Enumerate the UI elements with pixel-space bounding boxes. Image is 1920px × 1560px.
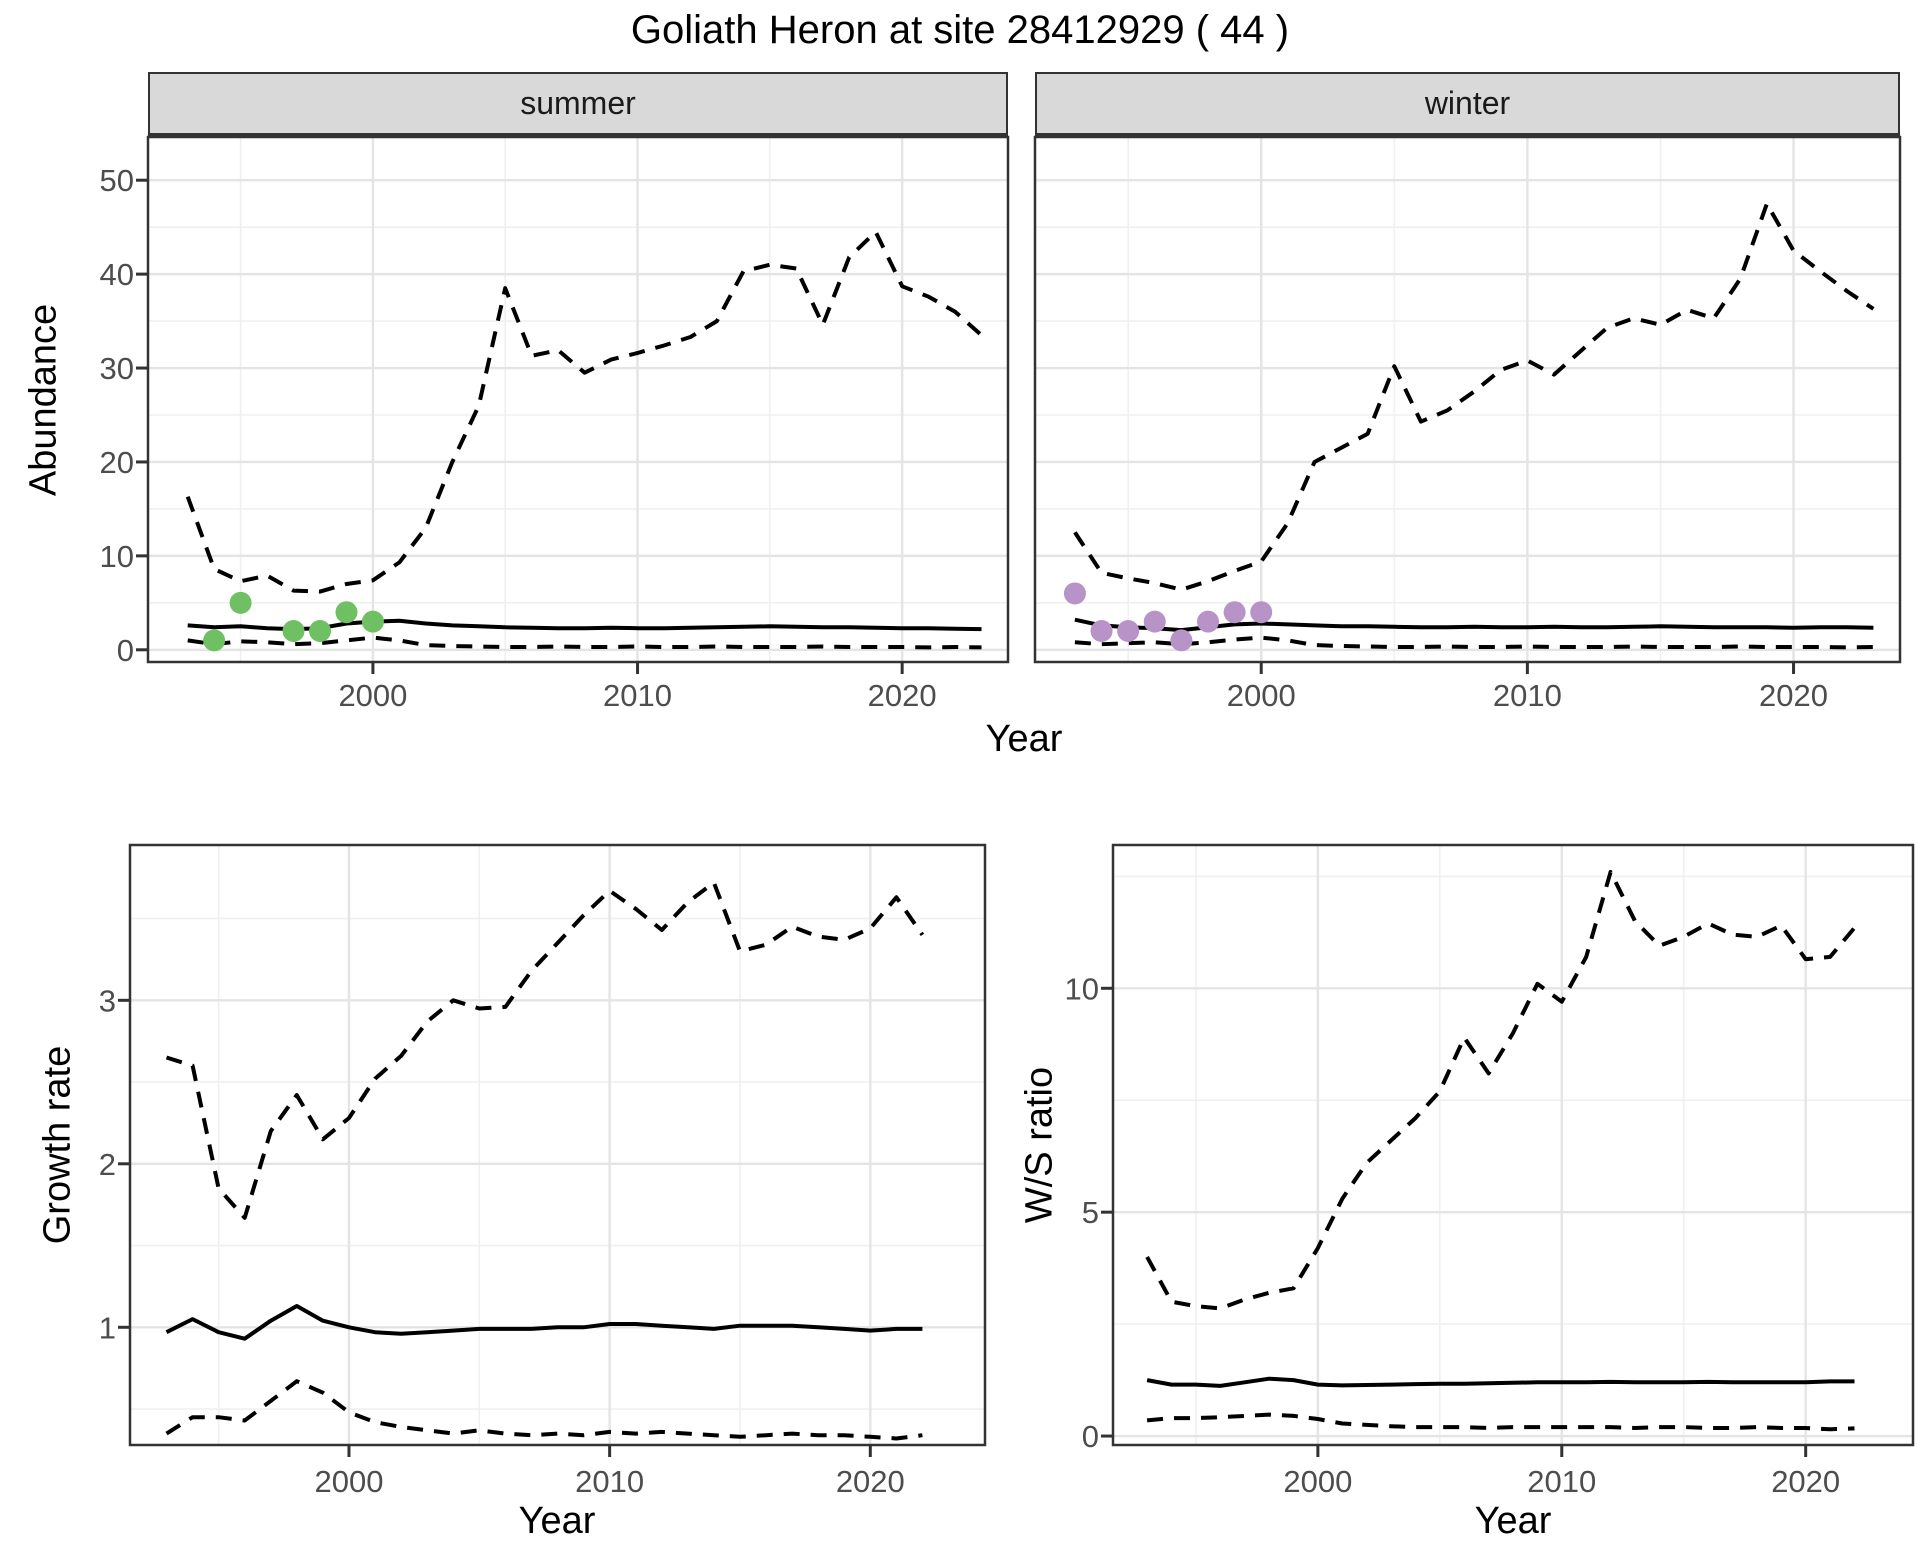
axis-tick-label: 2010 bbox=[603, 678, 672, 713]
panel-border bbox=[146, 135, 1010, 664]
y-axis-title-abundance: Abundance bbox=[22, 303, 65, 497]
panel-border bbox=[1033, 135, 1902, 664]
axis-tick-label: 0 bbox=[117, 633, 134, 668]
median-line bbox=[165, 1304, 923, 1341]
x-axis-title-year-growth: Year bbox=[518, 1500, 596, 1542]
axis-tick-label: 0 bbox=[1082, 1419, 1099, 1454]
upper-ci-line bbox=[1145, 869, 1857, 1311]
panel-border bbox=[1111, 843, 1915, 1447]
axis-tick-label: 2020 bbox=[868, 678, 937, 713]
observation-point bbox=[229, 591, 252, 614]
axis-tick-label: 2010 bbox=[1493, 678, 1562, 713]
observation-point bbox=[1250, 601, 1273, 624]
facet-strip-summer: summer bbox=[148, 72, 1008, 137]
axis-tick-label: 10 bbox=[100, 539, 134, 574]
axis-tick-label: 10 bbox=[1065, 971, 1099, 1006]
axis-tick-label: 30 bbox=[100, 351, 134, 386]
panel-background bbox=[148, 137, 1008, 662]
observation-point bbox=[1143, 610, 1166, 633]
upper-ci-line bbox=[165, 880, 925, 1220]
lower-ci-line bbox=[165, 1379, 923, 1441]
observation-point bbox=[1117, 620, 1140, 643]
axis-tick-label: 2020 bbox=[1759, 678, 1828, 713]
axis-tick-label: 3 bbox=[99, 983, 116, 1018]
lower-ci-line bbox=[1146, 1412, 1855, 1432]
upper-ci-line bbox=[185, 229, 983, 594]
axis-tick-label: 20 bbox=[100, 445, 134, 480]
plot-title: Goliath Heron at site 28412929 ( 44 ) bbox=[630, 8, 1290, 52]
axis-tick-label: 1 bbox=[99, 1310, 116, 1345]
facet-strip-winter: winter bbox=[1035, 72, 1900, 137]
observation-point bbox=[203, 629, 226, 652]
facet-strip-winter-label: winter bbox=[1424, 85, 1511, 121]
observation-point bbox=[1063, 582, 1086, 605]
observation-point bbox=[361, 610, 384, 633]
axis-tick-label: 2000 bbox=[338, 678, 407, 713]
axis-tick-label: 2020 bbox=[836, 1464, 905, 1499]
y-axis-title-ws-ratio: W/S ratio bbox=[1018, 1066, 1061, 1224]
axis-tick-label: 2000 bbox=[314, 1464, 383, 1499]
axis-tick-label: 40 bbox=[100, 257, 134, 292]
observation-point bbox=[1223, 601, 1246, 624]
panel-border bbox=[128, 843, 987, 1447]
observation-point bbox=[282, 620, 305, 643]
y-axis-title-growth-rate: Growth rate bbox=[36, 1045, 79, 1245]
axis-tick-label: 2000 bbox=[1227, 678, 1296, 713]
axis-tick-label: 2000 bbox=[1283, 1464, 1352, 1499]
axis-tick-label: 2010 bbox=[575, 1464, 644, 1499]
observation-point bbox=[1170, 629, 1193, 652]
axis-tick-label: 50 bbox=[100, 163, 134, 198]
observation-point bbox=[1090, 620, 1113, 643]
axis-tick-label: 2010 bbox=[1527, 1464, 1596, 1499]
observation-point bbox=[1197, 610, 1219, 633]
median-line bbox=[1146, 1376, 1855, 1388]
panel-background bbox=[1035, 137, 1900, 662]
facet-strip-summer-label: summer bbox=[520, 85, 636, 121]
axis-tick-label: 2 bbox=[99, 1147, 116, 1182]
observation-point bbox=[309, 620, 331, 643]
x-axis-title-year-top: Year bbox=[985, 718, 1063, 760]
lower-ci-line bbox=[187, 635, 982, 650]
x-axis-title-year-ws: Year bbox=[1474, 1500, 1552, 1542]
axis-tick-label: 5 bbox=[1082, 1195, 1099, 1230]
panel-background bbox=[1113, 845, 1913, 1445]
axis-tick-label: 2020 bbox=[1771, 1464, 1840, 1499]
observation-point bbox=[335, 601, 358, 624]
